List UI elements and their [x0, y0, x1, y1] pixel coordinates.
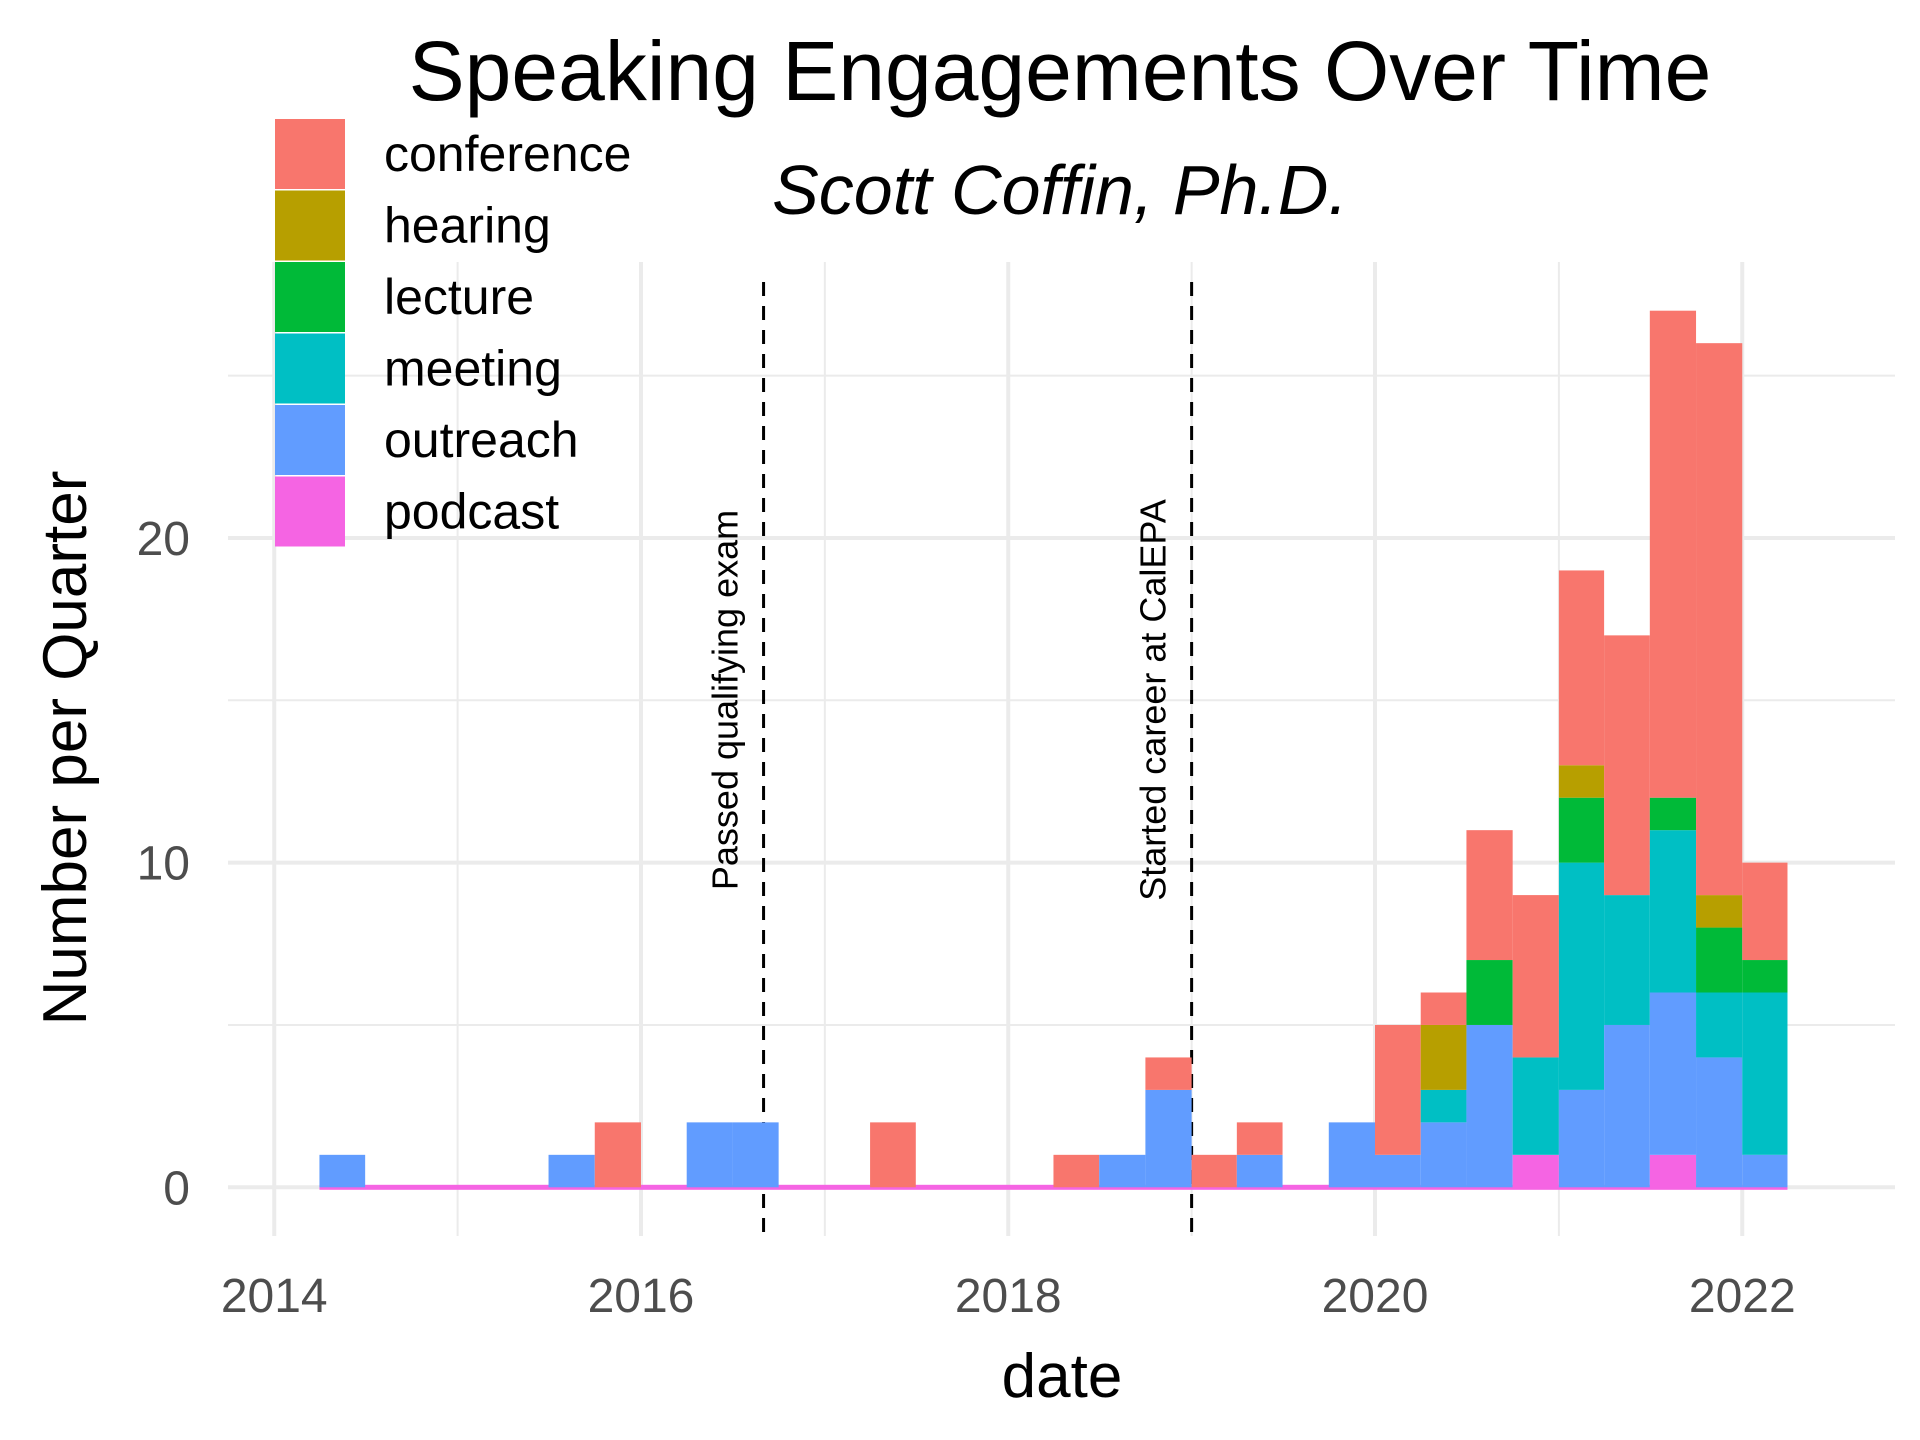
bar-lecture	[1649, 797, 1697, 831]
x-tick-label: 2018	[955, 1270, 1062, 1323]
bar-conference	[1558, 570, 1605, 766]
bar-conference	[1696, 343, 1743, 896]
legend-swatch-lecture	[275, 262, 345, 332]
legend-label-hearing: hearing	[384, 198, 551, 254]
legend-swatch-meeting	[275, 333, 345, 404]
bar-conference	[1236, 1122, 1283, 1155]
bar-meeting	[1558, 862, 1605, 1090]
legend-swatch-conference	[275, 119, 345, 189]
x-tick-label: 2016	[588, 1270, 695, 1323]
x-tick-label: 2020	[1322, 1270, 1429, 1323]
legend-label-podcast: podcast	[384, 484, 559, 540]
legend-label-lecture: lecture	[384, 269, 534, 325]
bar-conference	[1053, 1154, 1100, 1188]
bar-meeting	[1420, 1089, 1467, 1123]
y-tick-label: 20	[137, 513, 190, 566]
bar-conference	[1145, 1057, 1192, 1090]
bar-conference	[870, 1122, 916, 1188]
y-tick-label: 10	[137, 838, 190, 891]
bar-outreach	[1604, 1024, 1650, 1188]
bar-outreach	[1420, 1122, 1467, 1188]
bar-outreach	[1742, 1154, 1788, 1188]
bar-outreach	[1145, 1089, 1192, 1188]
y-axis-ticks: 0 10 20	[137, 513, 190, 1215]
bar-outreach	[1328, 1122, 1376, 1188]
legend-swatch-outreach	[275, 405, 345, 475]
bar-conference	[1604, 635, 1650, 896]
bar-outreach	[1696, 1057, 1743, 1188]
bar-outreach	[1466, 1024, 1513, 1188]
legend-swatch-podcast	[275, 476, 345, 547]
legend: conference hearing lecture meeting outreach p…	[275, 119, 631, 547]
bar-hearing	[1420, 1024, 1467, 1090]
annotation-label: Passed qualifying exam	[705, 510, 746, 890]
x-axis-ticks: 2014 2016 2018 2020 2022	[221, 1270, 1796, 1323]
bar-outreach	[548, 1154, 595, 1188]
bar-conference	[1466, 830, 1513, 961]
legend-swatch-hearing	[275, 190, 345, 261]
bar-outreach	[1375, 1154, 1421, 1188]
bar-conference	[1191, 1154, 1237, 1188]
y-tick-label: 0	[163, 1162, 190, 1215]
x-tick-label: 2022	[1689, 1270, 1796, 1323]
bar-meeting	[1649, 830, 1697, 993]
bar-conference	[1512, 895, 1559, 1058]
bar-conference	[594, 1122, 641, 1188]
bar-meeting	[1696, 992, 1743, 1058]
bar-conference	[1420, 992, 1467, 1025]
chart-title: Speaking Engagements Over Time	[409, 24, 1712, 118]
bar-lecture	[1696, 927, 1743, 993]
bar-conference	[1649, 310, 1697, 798]
legend-label-outreach: outreach	[384, 412, 579, 468]
x-axis-title: date	[1002, 1342, 1123, 1411]
legend-label-conference: conference	[384, 126, 631, 182]
bar-meeting	[1604, 895, 1650, 1025]
bar-conference	[1375, 1024, 1421, 1155]
bar-lecture	[1742, 960, 1788, 993]
bar-meeting	[1742, 992, 1788, 1155]
x-tick-label: 2014	[221, 1270, 328, 1323]
bar-lecture	[1558, 797, 1605, 863]
y-axis-title: Number per Quarter	[31, 471, 100, 1026]
bar-podcast	[1649, 1154, 1697, 1188]
bar-outreach	[1099, 1154, 1146, 1188]
bar-lecture	[1466, 960, 1513, 1025]
chart-subtitle: Scott Coffin, Ph.D.	[772, 151, 1348, 229]
bars	[319, 310, 1788, 1190]
bar-hearing	[1696, 895, 1743, 928]
bar-outreach	[1649, 992, 1697, 1155]
bar-outreach	[686, 1122, 733, 1188]
annotation-labels: Passed qualifying exam Started career at …	[705, 499, 1174, 901]
bar-hearing	[1558, 765, 1605, 798]
annotation-label: Started career at CalEPA	[1133, 499, 1174, 901]
bar-outreach	[319, 1154, 366, 1188]
bar-outreach	[1558, 1089, 1605, 1188]
bar-outreach	[732, 1122, 779, 1188]
legend-label-meeting: meeting	[384, 341, 562, 397]
annotation-lines	[762, 282, 1194, 1236]
bar-podcast	[1512, 1154, 1559, 1188]
bar-outreach	[1236, 1154, 1283, 1188]
bar-conference	[1742, 862, 1788, 961]
bar-meeting	[1512, 1057, 1559, 1155]
